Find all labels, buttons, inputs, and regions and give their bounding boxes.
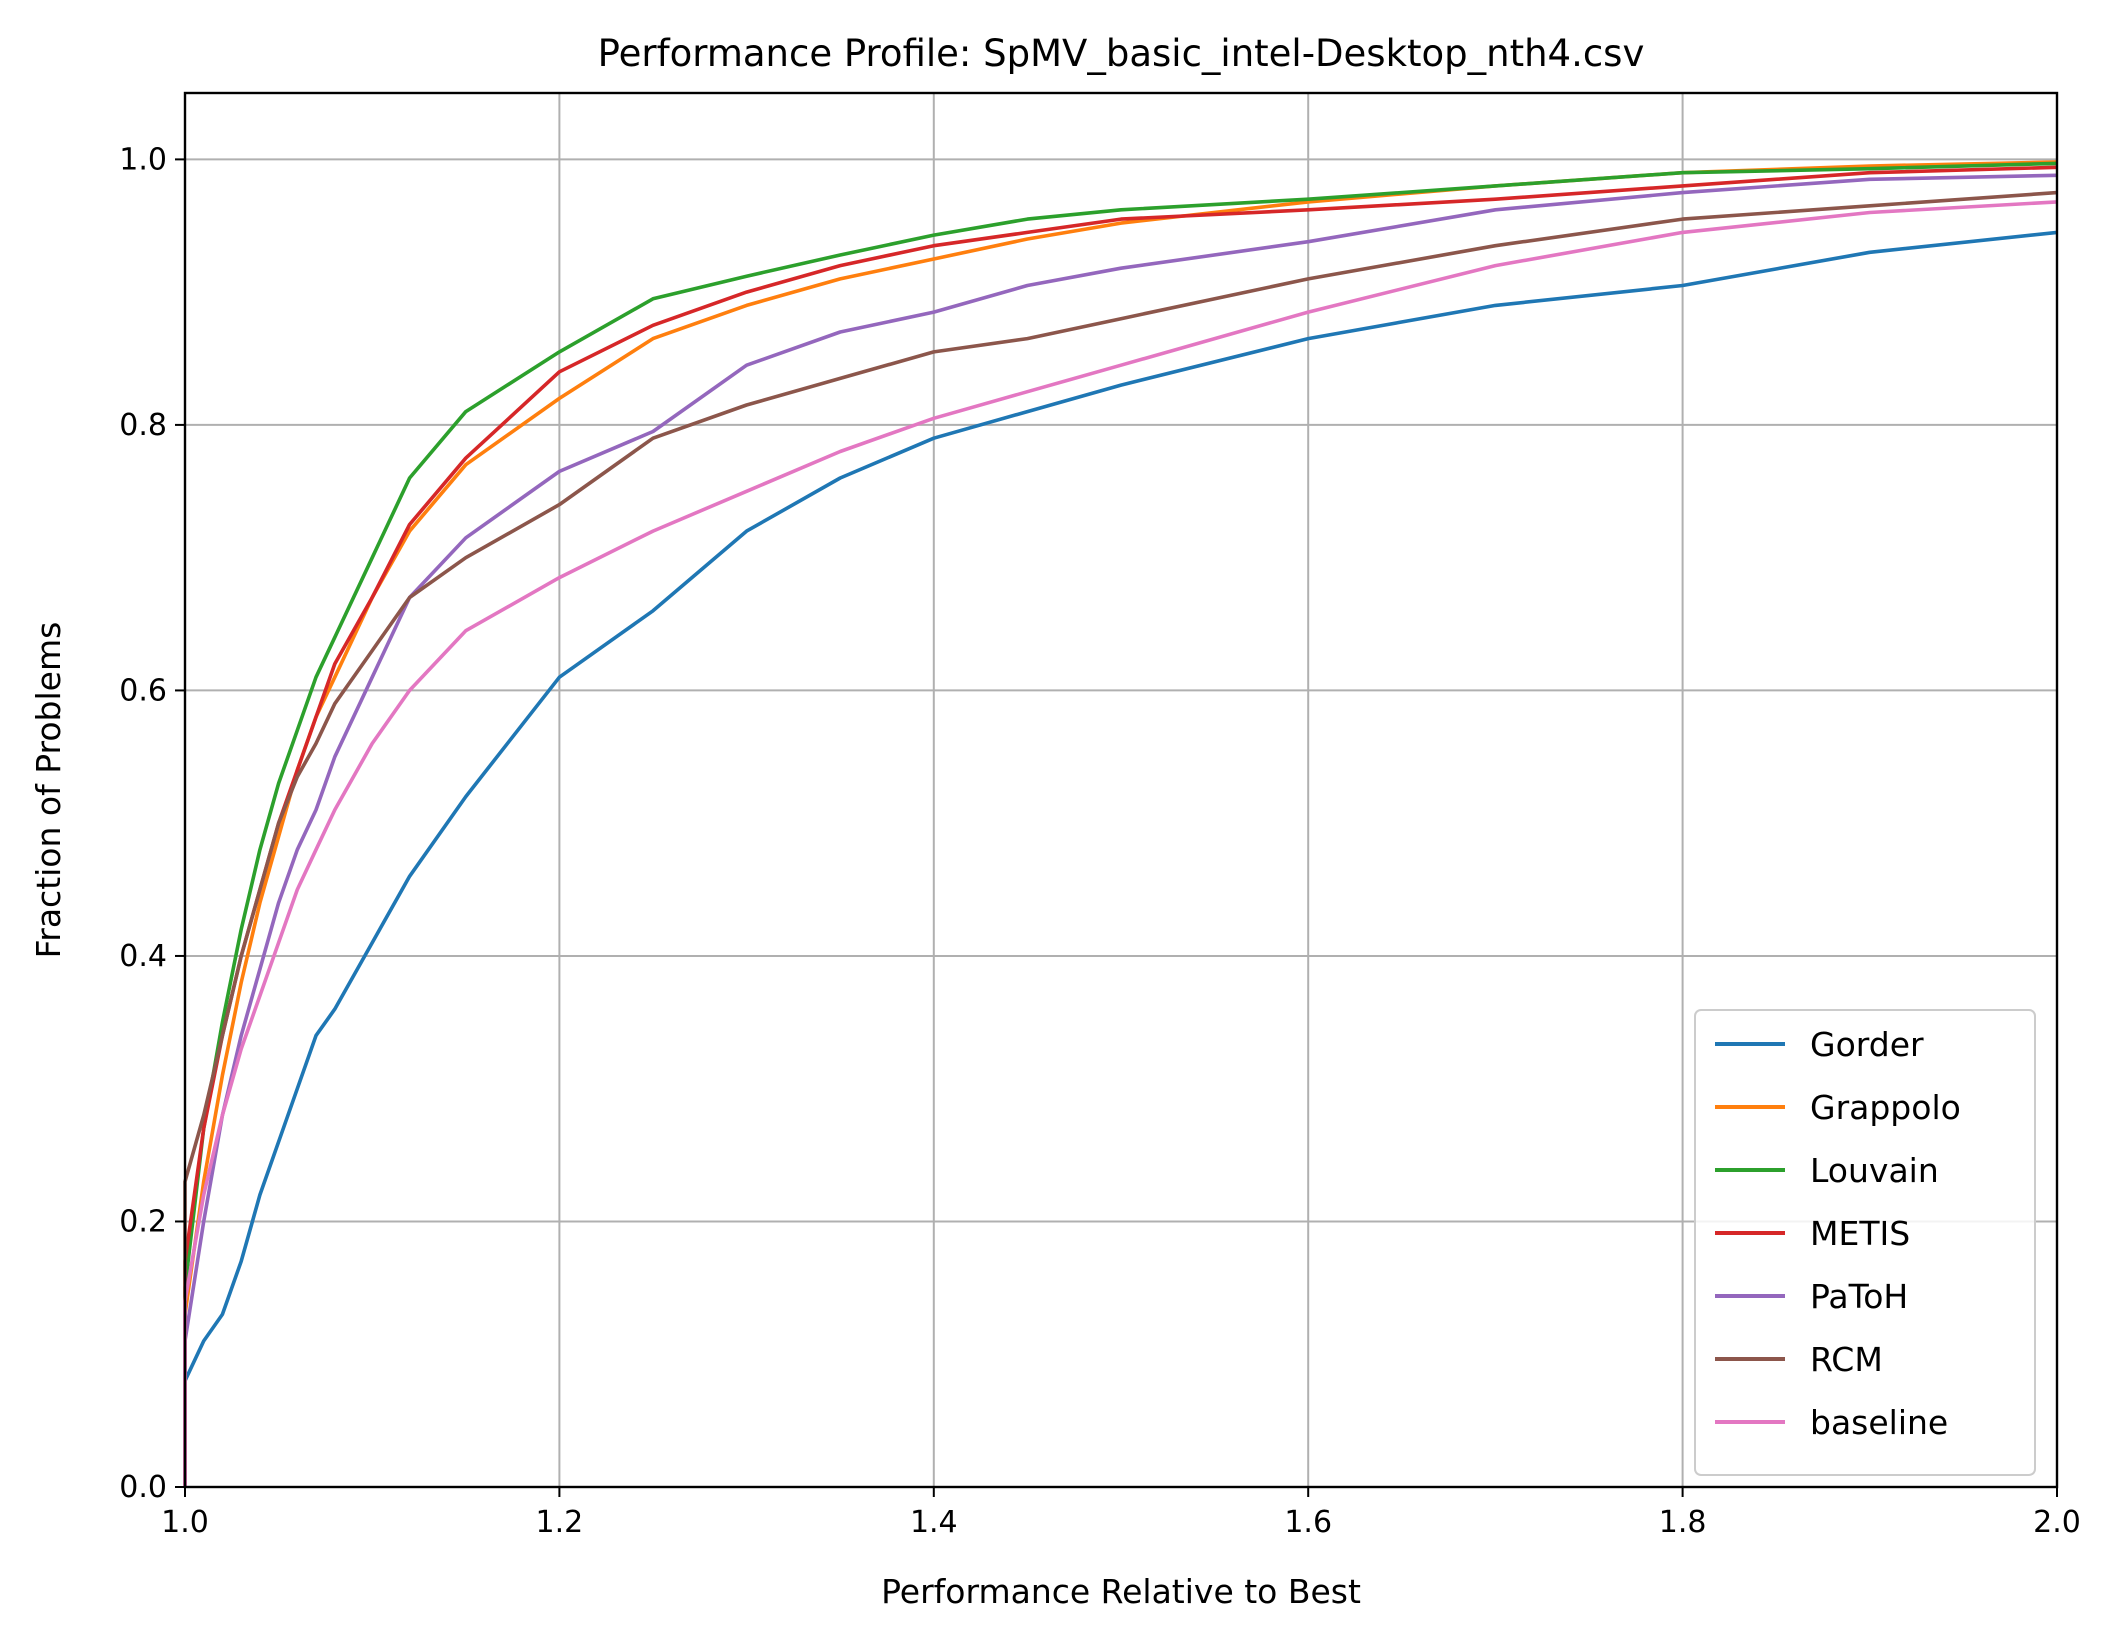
y-axis-label: Fraction of Problems [29, 622, 68, 959]
y-tick-label: 0.2 [119, 1204, 167, 1239]
legend-label: RCM [1810, 1340, 1883, 1379]
x-tick-label: 1.2 [536, 1505, 584, 1540]
series-line-rcm [183, 190, 2058, 1487]
legend-label: METIS [1810, 1214, 1910, 1253]
x-tick-label: 1.0 [161, 1505, 209, 1540]
series-line-baseline [183, 200, 2058, 1487]
x-tick-label: 1.4 [910, 1505, 958, 1540]
legend-label: Gorder [1810, 1025, 1924, 1064]
chart-title: Performance Profile: SpMV_basic_intel-De… [598, 32, 1645, 75]
legend-label: Louvain [1810, 1151, 1939, 1190]
plot-frame [183, 91, 2059, 1489]
x-tick-label: 1.6 [1284, 1505, 1332, 1540]
x-axis-label: Performance Relative to Best [881, 1572, 1361, 1611]
legend-label: Grappolo [1810, 1088, 1961, 1127]
legend-label: PaToH [1810, 1277, 1908, 1316]
x-tick-label: 1.8 [1659, 1505, 1707, 1540]
legend-label: baseline [1810, 1403, 1948, 1442]
series-line-grappolo [183, 160, 2058, 1487]
y-tick-label: 0.0 [119, 1470, 167, 1505]
series-lines [183, 160, 2058, 1487]
axis-ticks: 1.0 1.2 1.4 1.6 1.8 2.0 0.0 0.2 0.4 0.6 0.8 1.0 [119, 142, 2081, 1540]
series-line-patoh [183, 173, 2058, 1487]
grid [184, 93, 2058, 1488]
y-tick-label: 0.4 [119, 939, 167, 974]
y-tick-label: 0.8 [119, 408, 167, 443]
series-line-gorder [183, 230, 2058, 1487]
series-line-louvain [183, 161, 2058, 1487]
legend: Gorder Grappolo Louvain METIS PaToH RCM baseli… [1694, 1009, 2036, 1476]
x-tick-label: 2.0 [2033, 1505, 2081, 1540]
y-tick-label: 1.0 [119, 142, 167, 177]
y-tick-label: 0.6 [119, 673, 167, 708]
